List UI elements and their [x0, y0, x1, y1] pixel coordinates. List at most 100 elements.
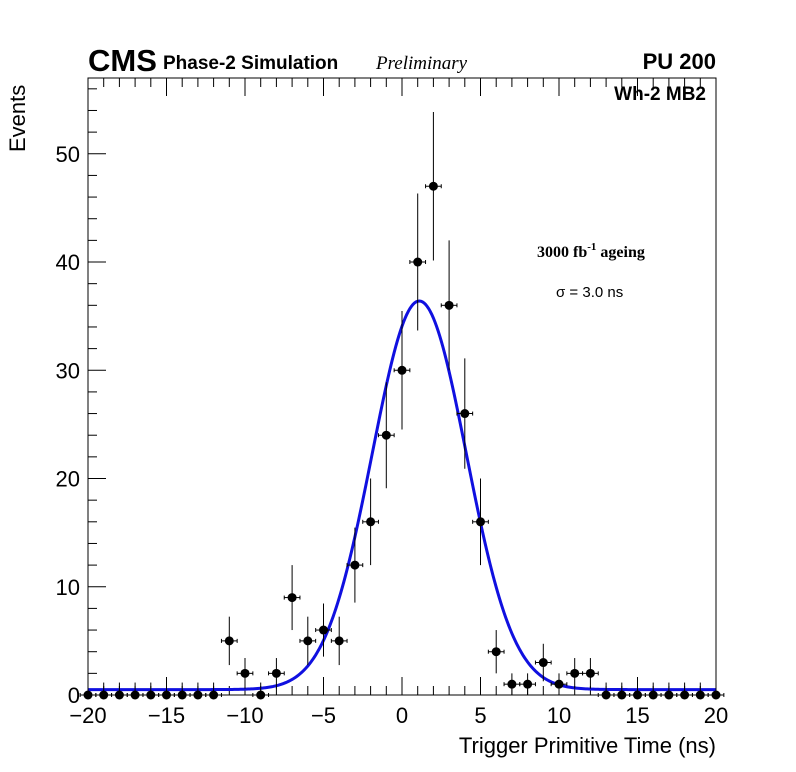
x-tick-label: −15: [148, 703, 185, 728]
marker: [334, 636, 344, 646]
marker: [209, 690, 219, 700]
marker: [664, 690, 674, 700]
data-point: [534, 643, 552, 682]
data-point: [456, 358, 474, 469]
data-point: [393, 310, 411, 430]
marker: [601, 690, 611, 700]
x-tick-label: 15: [625, 703, 649, 728]
marker: [177, 690, 187, 700]
marker: [538, 658, 548, 668]
marker: [648, 690, 658, 700]
data-point: [440, 240, 458, 371]
marker: [287, 593, 297, 603]
cms-label: CMS: [88, 43, 157, 78]
data-point: [315, 603, 332, 657]
data-points: [79, 112, 725, 700]
data-point: [566, 658, 584, 689]
data-point: [283, 565, 301, 631]
data-point: [409, 193, 427, 331]
marker: [633, 690, 642, 700]
subtitle-label: Phase-2 Simulation: [163, 53, 338, 74]
marker: [695, 690, 705, 700]
marker: [397, 365, 407, 375]
data-point: [330, 616, 348, 666]
marker: [585, 668, 595, 678]
marker: [99, 690, 109, 700]
x-tick-label: −20: [69, 703, 106, 728]
x-tick-label: −5: [311, 703, 336, 728]
y-tick-label: 40: [56, 250, 80, 275]
data-point: [519, 673, 536, 695]
marker: [476, 517, 485, 527]
marker: [491, 647, 501, 657]
axis-ticks: −20 −15 −10 −5 0 5 10 15 20 0 10 20 30 40 50: [56, 78, 728, 728]
marker: [523, 679, 533, 689]
data-point: [95, 682, 113, 700]
pileup-label: PU 200: [643, 49, 716, 74]
data-point: [377, 382, 395, 489]
marker: [711, 690, 721, 700]
marker: [428, 181, 438, 191]
data-point: [252, 682, 270, 700]
x-tick-label: 5: [474, 703, 486, 728]
x-tick-label: −10: [226, 703, 263, 728]
marker: [381, 430, 391, 440]
data-point: [597, 682, 615, 700]
data-point: [268, 658, 285, 689]
data-point: [425, 112, 442, 261]
y-tick-label: 50: [56, 142, 80, 167]
ageing-prefix: 3000 fb: [537, 244, 587, 261]
data-point: [236, 658, 254, 689]
marker: [303, 636, 313, 646]
x-axis-title: Trigger Primitive Time (ns): [459, 733, 716, 758]
marker: [224, 636, 234, 646]
data-point: [362, 478, 379, 566]
data-point: [660, 682, 678, 700]
data-point: [346, 527, 364, 603]
marker: [680, 690, 690, 700]
sigma-label: σ = 3.0 ns: [556, 284, 623, 301]
marker: [256, 690, 266, 700]
ageing-label: 3000 fb-1 ageing: [537, 241, 645, 261]
y-axis-title: Events: [5, 85, 30, 152]
y-tick-label: 20: [56, 467, 80, 492]
marker: [444, 300, 454, 310]
marker: [570, 668, 580, 678]
data-point: [126, 682, 144, 700]
marker: [271, 668, 281, 678]
data-point: [644, 682, 662, 700]
marker: [350, 560, 360, 570]
data-point: [676, 682, 693, 700]
marker: [554, 679, 564, 689]
data-point: [205, 682, 222, 700]
data-point: [707, 682, 725, 700]
y-tick-label: 0: [68, 683, 80, 708]
marker: [319, 625, 328, 635]
marker: [240, 668, 250, 678]
ageing-suffix: ageing: [596, 244, 644, 261]
marker: [193, 690, 203, 700]
marker: [83, 690, 93, 700]
y-tick-label: 30: [56, 358, 80, 383]
ageing-exponent: -1: [587, 241, 596, 253]
marker: [507, 679, 517, 689]
marker: [146, 690, 156, 700]
marker: [366, 517, 376, 527]
x-tick-label: 20: [704, 703, 728, 728]
marker: [460, 409, 470, 419]
marker: [114, 690, 124, 700]
data-point: [629, 682, 646, 700]
data-point: [503, 673, 521, 695]
data-point: [582, 658, 599, 689]
chamber-label: Wh-2 MB2: [614, 84, 706, 105]
data-point: [550, 673, 568, 695]
y-tick-label: 10: [56, 575, 80, 600]
data-point: [220, 616, 238, 666]
marker: [413, 257, 423, 267]
marker: [162, 690, 171, 700]
data-point: [487, 630, 505, 674]
marker: [130, 690, 140, 700]
preliminary-label: Preliminary: [375, 53, 468, 74]
data-point: [472, 478, 489, 566]
